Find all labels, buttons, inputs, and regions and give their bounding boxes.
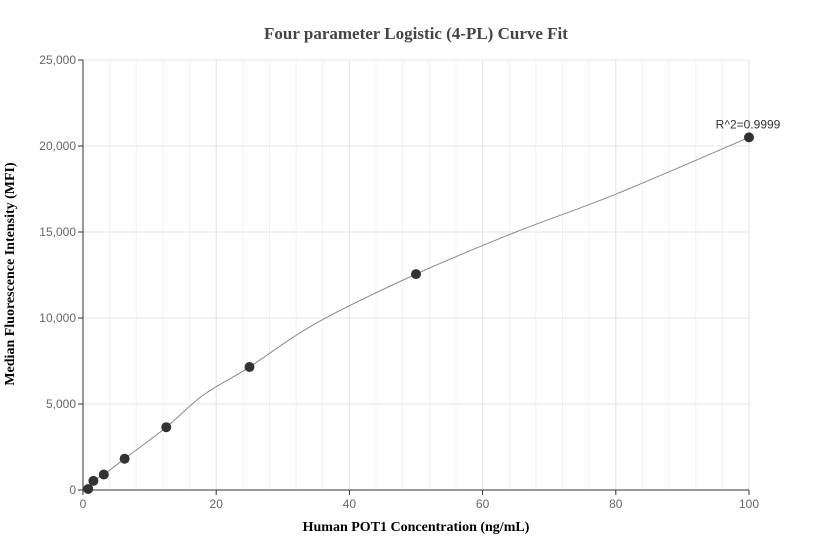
axes-layer: 0 20 40 60 80 100 0 5,000 10,000 15,000 20,000 25,0… [39,53,759,511]
data-point [411,269,421,280]
y-tick-label: 15,000 [39,225,76,239]
x-axis-title: Human POT1 Concentration (ng/mL) [303,520,530,535]
fit-curve-line [87,136,750,490]
y-axis-title: Median Fluorescence Intensity (MFI) [3,162,18,386]
x-tick-label: 0 [80,497,87,511]
y-tick-label: 10,000 [39,311,76,325]
y-tick-label: 5,000 [46,397,76,411]
curve-layer [87,136,750,490]
x-tick-label: 40 [343,497,357,511]
y-tick-label: 25,000 [39,53,76,67]
data-point [83,483,94,494]
data-point [161,422,172,433]
data-point [88,475,99,486]
y-tick-label: 20,000 [39,139,76,153]
x-tick-label: 60 [476,497,490,511]
x-tick-label: 20 [210,497,224,511]
data-point [744,132,754,143]
data-point [98,469,109,480]
chart-title: Four parameter Logistic (4-PL) Curve Fit [264,24,568,43]
data-point [244,362,255,373]
x-tick-label: 80 [609,497,623,511]
points-layer [83,132,754,494]
r-squared-annotation: R^2=0.9999 [716,117,781,131]
x-tick-label: 100 [739,497,759,511]
grid-layer [83,59,750,490]
text-layer: Four parameter Logistic (4-PL) Curve Fit… [3,24,781,535]
data-point [119,453,130,464]
y-tick-label: 0 [69,483,76,497]
